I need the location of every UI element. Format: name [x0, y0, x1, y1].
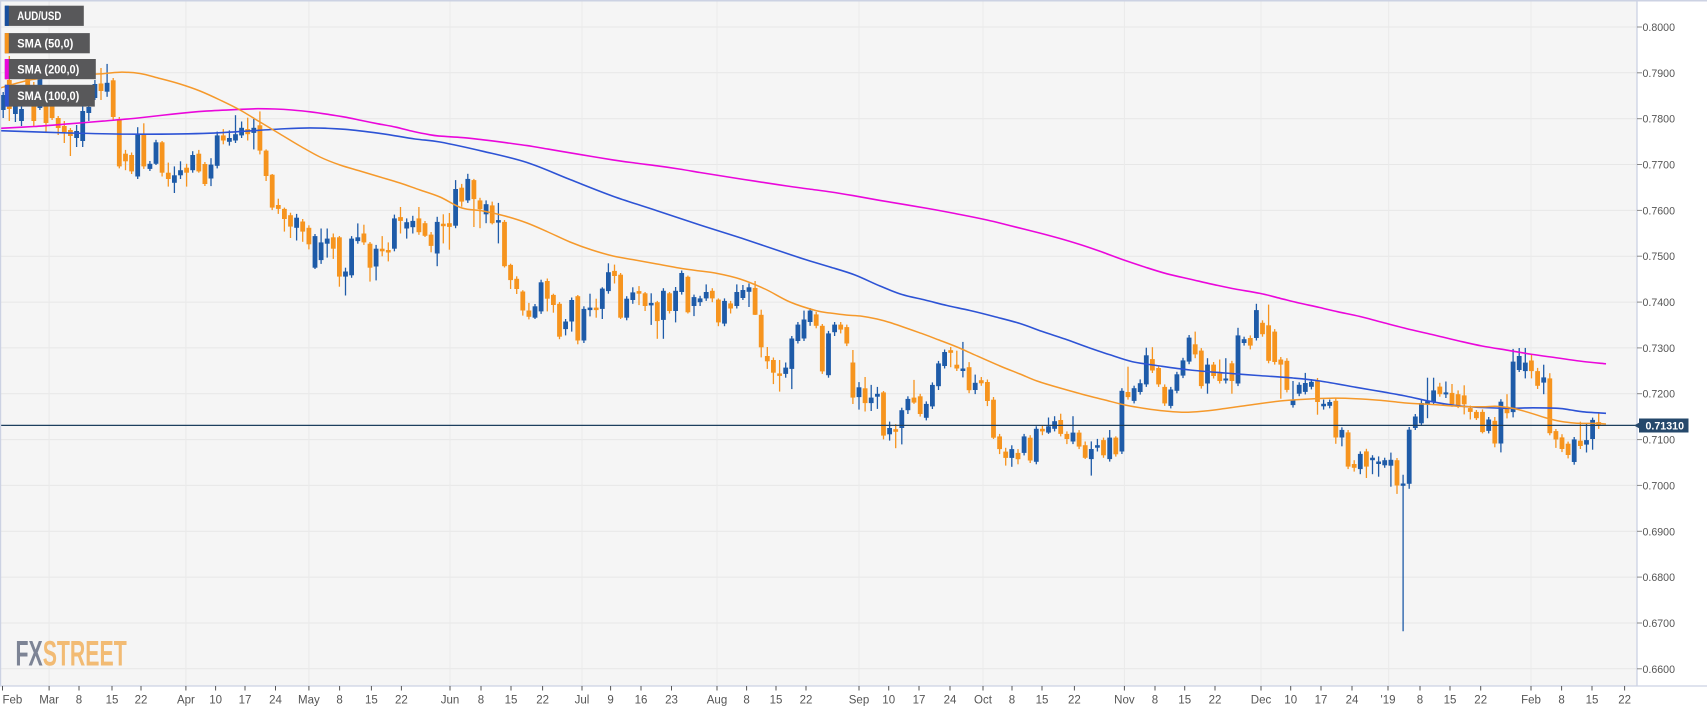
svg-text:23: 23: [665, 695, 678, 707]
svg-text:15: 15: [365, 695, 378, 707]
svg-text:0.7500: 0.7500: [1643, 251, 1676, 263]
svg-text:15: 15: [505, 695, 518, 707]
svg-text:8: 8: [76, 695, 82, 707]
svg-text:24: 24: [269, 695, 282, 707]
svg-text:0.7200: 0.7200: [1643, 389, 1676, 401]
svg-text:15: 15: [1444, 695, 1457, 707]
svg-text:Nov: Nov: [1114, 695, 1135, 707]
svg-text:May: May: [298, 695, 320, 707]
svg-text:0.6900: 0.6900: [1643, 526, 1676, 538]
svg-text:0.7800: 0.7800: [1643, 114, 1676, 126]
svg-text:Apr: Apr: [177, 695, 195, 707]
svg-text:17: 17: [1315, 695, 1328, 707]
svg-text:24: 24: [944, 695, 957, 707]
svg-text:0.8000: 0.8000: [1643, 22, 1676, 34]
svg-text:8: 8: [1558, 695, 1564, 707]
svg-text:Aug: Aug: [707, 695, 727, 707]
svg-text:15: 15: [770, 695, 783, 707]
svg-text:8: 8: [1417, 695, 1423, 707]
svg-text:22: 22: [1209, 695, 1222, 707]
svg-text:0.7100: 0.7100: [1643, 435, 1676, 447]
svg-text:0.6700: 0.6700: [1643, 618, 1676, 630]
svg-text:17: 17: [913, 695, 926, 707]
svg-text:Jun: Jun: [441, 695, 460, 707]
svg-text:Dec: Dec: [1251, 695, 1272, 707]
svg-text:0.7300: 0.7300: [1643, 343, 1676, 355]
svg-text:15: 15: [1586, 695, 1599, 707]
svg-text:Sep: Sep: [849, 695, 869, 707]
svg-text:FXSTREET: FXSTREET: [16, 635, 127, 674]
svg-text:22: 22: [395, 695, 408, 707]
svg-text:SMA (200,0): SMA (200,0): [17, 64, 79, 76]
svg-text:Feb: Feb: [3, 695, 23, 707]
svg-text:15: 15: [1178, 695, 1191, 707]
svg-text:0.7700: 0.7700: [1643, 160, 1676, 172]
svg-text:10: 10: [1284, 695, 1297, 707]
svg-text:SMA (100,0): SMA (100,0): [17, 91, 79, 103]
svg-text:10: 10: [882, 695, 895, 707]
svg-text:24: 24: [1346, 695, 1359, 707]
svg-text:0.7900: 0.7900: [1643, 68, 1676, 80]
svg-text:Feb: Feb: [1521, 695, 1541, 707]
svg-text:SMA (50,0): SMA (50,0): [17, 39, 73, 51]
svg-text:15: 15: [106, 695, 119, 707]
svg-text:Oct: Oct: [974, 695, 993, 707]
svg-text:9: 9: [607, 695, 613, 707]
svg-text:22: 22: [135, 695, 148, 707]
svg-text:17: 17: [239, 695, 252, 707]
svg-text:0.6800: 0.6800: [1643, 572, 1676, 584]
svg-text:22: 22: [800, 695, 813, 707]
svg-text:Mar: Mar: [39, 695, 59, 707]
svg-text:0.7600: 0.7600: [1643, 205, 1676, 217]
svg-text:8: 8: [1009, 695, 1015, 707]
svg-text:16: 16: [635, 695, 648, 707]
svg-text:22: 22: [1474, 695, 1487, 707]
svg-text:22: 22: [1068, 695, 1081, 707]
svg-text:22: 22: [536, 695, 549, 707]
svg-text:0.71310: 0.71310: [1646, 421, 1685, 433]
svg-text:8: 8: [336, 695, 342, 707]
svg-text:'19: '19: [1381, 695, 1396, 707]
svg-text:0.7000: 0.7000: [1643, 480, 1676, 492]
svg-text:8: 8: [1152, 695, 1158, 707]
svg-text:AUD/USD: AUD/USD: [17, 11, 61, 23]
svg-text:8: 8: [743, 695, 749, 707]
svg-text:Jul: Jul: [575, 695, 590, 707]
svg-text:10: 10: [209, 695, 222, 707]
svg-text:8: 8: [478, 695, 484, 707]
svg-text:0.7400: 0.7400: [1643, 297, 1676, 309]
svg-text:15: 15: [1036, 695, 1049, 707]
svg-text:22: 22: [1618, 695, 1631, 707]
svg-text:0.6600: 0.6600: [1643, 664, 1676, 676]
